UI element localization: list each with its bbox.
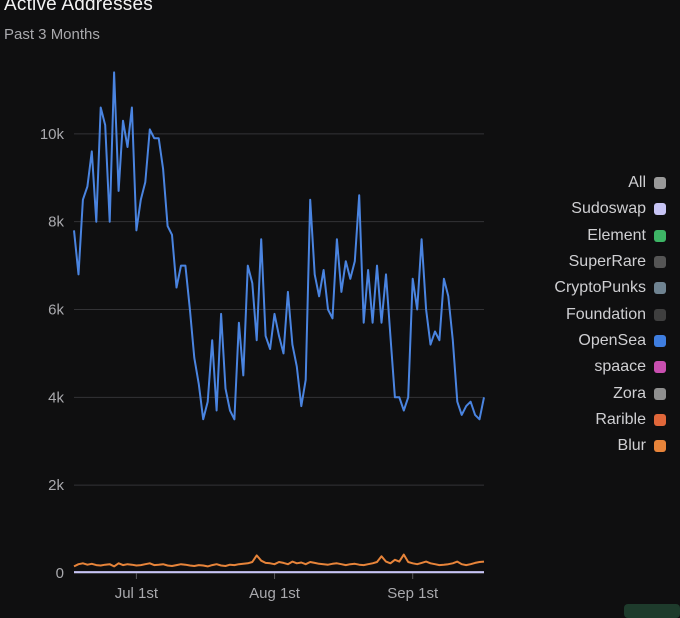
legend-label: Foundation <box>565 305 646 323</box>
legend-label: Element <box>587 226 646 244</box>
series-line-opensea[interactable] <box>73 71 485 421</box>
y-tick-label: 6k <box>48 302 64 319</box>
legend-swatch <box>654 177 666 190</box>
legend-label: SuperRare <box>568 253 646 271</box>
legend-swatch <box>654 413 666 426</box>
legend-item-blur[interactable]: Blur <box>466 433 666 459</box>
legend-swatch <box>654 308 666 321</box>
legend-label: OpenSea <box>578 331 646 349</box>
chart-subtitle: Past 3 Months <box>4 26 100 43</box>
y-tick-label: 0 <box>56 565 64 582</box>
legend-label: Blur <box>617 437 646 455</box>
y-tick-label: 4k <box>48 389 64 406</box>
series-lines <box>73 71 485 574</box>
legend-swatch <box>654 361 666 374</box>
x-tick-label: Aug 1st <box>249 585 301 602</box>
legend-swatch <box>654 256 666 269</box>
legend-label: All <box>628 174 646 192</box>
legend-item-element[interactable]: Element <box>466 223 666 249</box>
legend-item-spaace[interactable]: spaace <box>466 354 666 380</box>
legend: All Sudoswap Element SuperRare CryptoPun… <box>466 170 666 459</box>
legend-label: Rarible <box>595 410 646 428</box>
y-tick-label: 10k <box>40 126 65 143</box>
series-line-blur[interactable] <box>73 553 485 568</box>
legend-item-all[interactable]: All <box>466 170 666 196</box>
legend-item-superrare[interactable]: SuperRare <box>466 249 666 275</box>
legend-swatch <box>654 203 666 216</box>
legend-swatch <box>654 282 666 295</box>
legend-item-foundation[interactable]: Foundation <box>466 301 666 327</box>
y-axis: 0 2k 4k 6k 8k 10k <box>40 126 65 582</box>
x-tick-label: Sep 1st <box>387 585 439 602</box>
legend-label: CryptoPunks <box>554 279 646 297</box>
legend-swatch <box>654 440 666 453</box>
bottom-badge <box>624 604 680 618</box>
legend-label: spaace <box>594 358 646 376</box>
legend-item-opensea[interactable]: OpenSea <box>466 328 666 354</box>
legend-swatch <box>654 334 666 347</box>
legend-swatch <box>654 229 666 242</box>
chart-title: Active Addresses <box>4 0 153 15</box>
y-tick-label: 2k <box>48 477 64 494</box>
legend-label: Sudoswap <box>571 200 646 218</box>
x-tick-label: Jul 1st <box>115 585 159 602</box>
legend-item-zora[interactable]: Zora <box>466 380 666 406</box>
legend-swatch <box>654 387 666 400</box>
legend-item-rarible[interactable]: Rarible <box>466 407 666 433</box>
legend-label: Zora <box>613 384 646 402</box>
y-tick-label: 8k <box>48 214 64 231</box>
legend-item-sudoswap[interactable]: Sudoswap <box>466 196 666 222</box>
x-axis: Jul 1st Aug 1st Sep 1st <box>115 573 439 602</box>
legend-item-cryptopunks[interactable]: CryptoPunks <box>466 275 666 301</box>
